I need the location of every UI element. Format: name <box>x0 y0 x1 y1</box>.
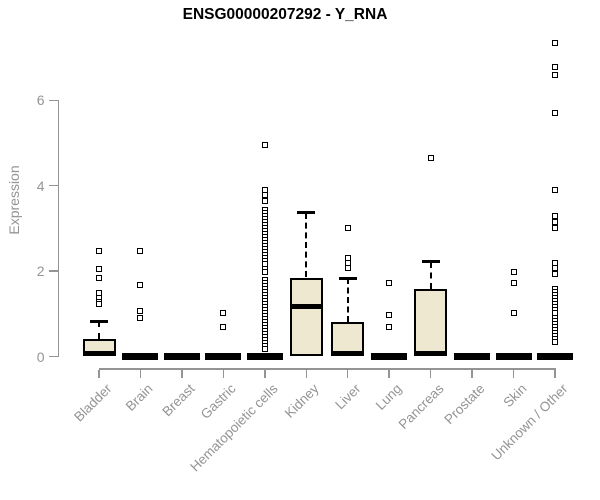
y-tick <box>48 184 58 187</box>
flat-box <box>246 352 283 360</box>
outlier-point <box>261 191 268 198</box>
category-label: Skin <box>499 381 530 411</box>
outlier-point <box>386 311 393 318</box>
outlier-point <box>137 307 144 314</box>
outlier-point <box>96 274 102 281</box>
y-axis-label: Expression <box>6 165 22 235</box>
outlier-point <box>261 141 268 148</box>
outlier-point <box>96 247 102 254</box>
outlier-point <box>510 309 517 316</box>
outlier-point <box>551 187 558 194</box>
whisker-cap <box>297 211 316 214</box>
category-label: Gastric <box>198 381 239 422</box>
outlier-point <box>137 248 144 255</box>
whisker-cap <box>90 320 108 323</box>
y-tick-label: 0 <box>36 348 45 365</box>
whisker <box>346 278 349 323</box>
x-axis-line <box>99 368 557 370</box>
outlier-point <box>551 39 558 46</box>
outlier-point <box>386 324 393 331</box>
outlier-point <box>551 71 558 78</box>
outlier-point <box>137 315 144 322</box>
category-label: Breast <box>159 381 198 420</box>
x-tick <box>388 369 390 378</box>
category-label: Prostate <box>441 381 488 428</box>
y-axis-line <box>57 100 59 358</box>
x-tick <box>429 369 432 378</box>
outlier-point <box>96 265 102 272</box>
flat-box <box>205 352 242 360</box>
outlier-point <box>551 64 558 71</box>
category-label: Liver <box>331 381 364 413</box>
flat-box <box>122 352 159 360</box>
x-tick <box>264 369 266 378</box>
y-tick-label: 6 <box>36 92 45 109</box>
x-tick <box>512 369 515 378</box>
outlier-point <box>220 324 227 331</box>
x-tick <box>139 369 142 378</box>
y-tick <box>48 355 58 358</box>
x-tick <box>305 369 307 378</box>
box <box>289 277 323 357</box>
outlier-point <box>344 224 351 231</box>
x-tick <box>554 369 556 378</box>
x-tick <box>181 369 183 378</box>
outlier-point <box>551 109 558 116</box>
outlier-point <box>510 280 517 287</box>
category-label: Pancreas <box>395 381 447 432</box>
median-line <box>289 304 323 310</box>
outlier-point <box>551 339 558 346</box>
outlier-point <box>137 282 144 289</box>
category-label: Kidney <box>282 381 322 421</box>
outlier-point <box>427 155 434 162</box>
outlier-point <box>261 197 268 204</box>
y-tick <box>48 270 58 272</box>
outlier-point <box>344 264 351 271</box>
outlier-point <box>220 309 227 316</box>
outlier-point <box>96 301 102 308</box>
outlier-point <box>551 224 558 231</box>
y-tick-label: 4 <box>36 177 45 194</box>
flat-box <box>536 352 573 360</box>
outlier-point <box>551 309 558 316</box>
flat-box <box>454 352 491 360</box>
flat-box <box>495 352 532 360</box>
whisker-cap <box>421 260 440 263</box>
flat-box <box>371 352 408 360</box>
y-tick <box>48 99 58 102</box>
outlier-point <box>261 268 268 275</box>
outlier-point <box>551 264 558 271</box>
outlier-point <box>510 268 517 275</box>
chart-title: ENSG00000207292 - Y_RNA <box>182 6 388 23</box>
category-label: Unknown / Other <box>488 381 571 464</box>
category-label: Bladder <box>71 381 115 425</box>
whisker <box>305 212 308 278</box>
median-line <box>82 351 116 356</box>
x-tick <box>471 369 473 378</box>
outlier-point <box>261 346 268 353</box>
flat-box <box>163 352 200 360</box>
y-tick-label: 2 <box>36 263 45 280</box>
x-tick <box>98 369 100 378</box>
outlier-point <box>386 280 393 287</box>
whisker <box>429 261 432 290</box>
x-tick <box>346 369 349 378</box>
outlier-point <box>551 213 558 220</box>
median-line <box>414 351 448 356</box>
category-label: Lung <box>372 381 405 413</box>
outlier-point <box>551 270 558 277</box>
whisker-cap <box>338 277 357 280</box>
whisker <box>98 321 100 339</box>
x-tick <box>222 369 225 378</box>
category-label: Brain <box>123 381 157 414</box>
box <box>414 289 448 357</box>
median-line <box>331 351 365 356</box>
